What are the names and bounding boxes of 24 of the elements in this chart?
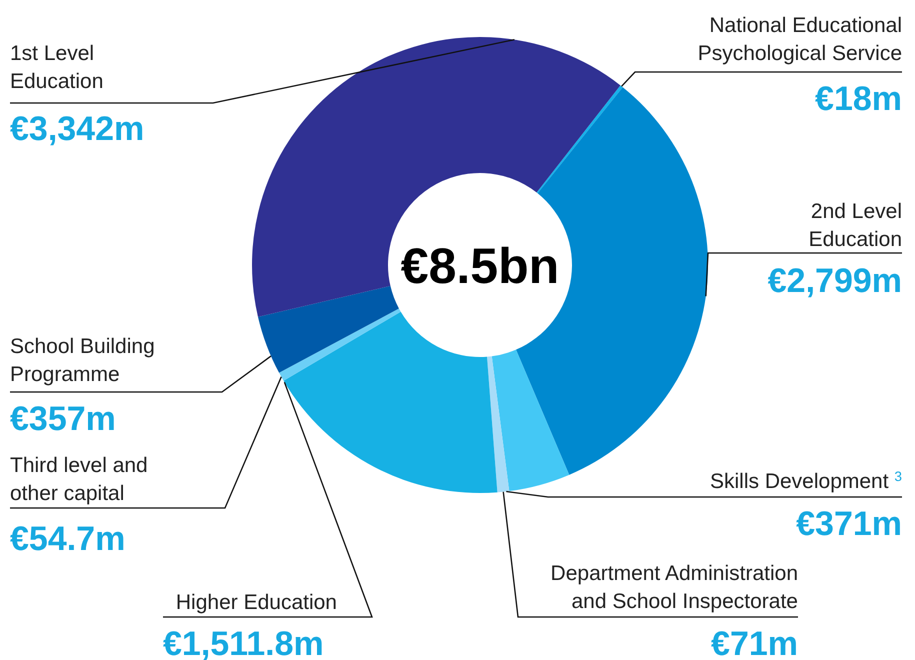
data-label: €3,342m [10, 110, 144, 148]
slice-label: 2nd Level Education [808, 200, 902, 251]
donut-slice [284, 312, 498, 493]
slice-label: Third level and other capital [10, 454, 148, 505]
slice-label: 1st Level Education [10, 42, 104, 93]
donut-slice [536, 85, 623, 194]
data-label: €1,511.8m [163, 625, 324, 660]
slice-label: School Building Programme [10, 335, 155, 386]
donut-slice [279, 308, 401, 381]
data-label: €18m [815, 80, 902, 118]
data-label: €357m [10, 400, 116, 438]
donut-slice [492, 350, 570, 492]
donut-slice [258, 286, 399, 373]
data-label: €54.7m [10, 520, 126, 558]
donut-slice [252, 37, 620, 317]
text: €8.5bn [400, 238, 560, 294]
slice-label: Skills Development $^{3}$ [710, 468, 902, 493]
slice-label: Department Administration and School Inspectorate [550, 562, 798, 613]
data-label: €71m [711, 625, 798, 660]
data-label: €371m [796, 505, 902, 543]
slice-label: National Educational Psychological Service [698, 14, 902, 65]
donut-slice [487, 356, 510, 492]
data-label: €2,799m [768, 262, 902, 300]
slice-label: Higher Education [176, 591, 337, 614]
